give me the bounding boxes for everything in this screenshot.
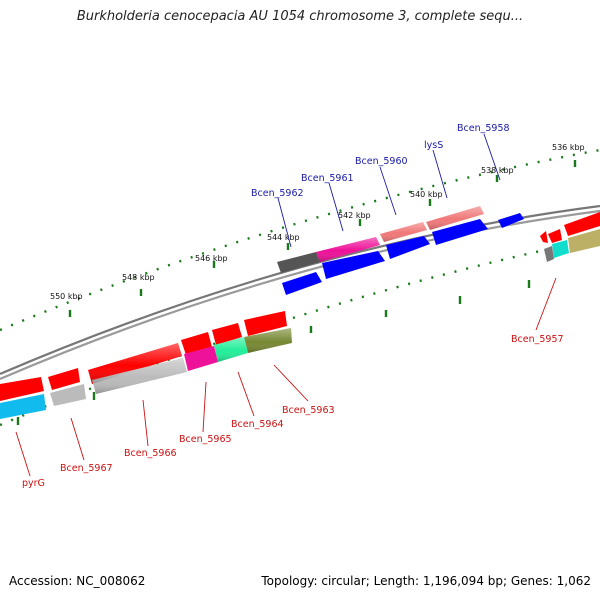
gene-shading [88, 206, 484, 394]
gene-arrow[interactable] [0, 394, 46, 419]
leader-line [142, 399, 149, 447]
gene-arrow[interactable] [212, 323, 242, 345]
gene-label[interactable]: Bcen_5957 [511, 334, 564, 345]
scale-label: 540 kbp [410, 190, 443, 199]
gene-label[interactable]: Bcen_5966 [124, 448, 177, 459]
top-gene-labels: Bcen_5958 lysS Bcen_5960 Bcen_5961 Bcen_… [251, 123, 510, 199]
scale-label: 536 kbp [552, 143, 585, 152]
gene-arrow[interactable] [548, 229, 562, 243]
gene-cluster-right [540, 212, 600, 262]
gene-label[interactable]: Bcen_5960 [355, 156, 408, 167]
gene-arrow[interactable] [498, 213, 524, 228]
genome-summary-text: Topology: circular; Length: 1,196,094 bp… [261, 574, 591, 588]
scale-label: 548 kbp [122, 273, 155, 282]
gene-label[interactable]: Bcen_5962 [251, 188, 304, 199]
bottom-leader-lines [15, 277, 557, 477]
leader-line [277, 197, 292, 248]
leader-line [379, 166, 397, 216]
bottom-gene-labels: Bcen_5957 Bcen_5963 Bcen_5964 Bcen_5965 … [22, 334, 564, 489]
backbone [0, 204, 600, 381]
gene-arrow[interactable] [568, 229, 600, 253]
leader-line [535, 277, 557, 331]
gene-label[interactable]: Bcen_5963 [282, 405, 335, 416]
gene-label[interactable]: pyrG [22, 478, 45, 489]
gene-arrow[interactable] [544, 246, 554, 262]
leader-line [202, 381, 207, 433]
gene-arrow[interactable] [282, 272, 322, 295]
gene-label[interactable]: Bcen_5967 [60, 463, 113, 474]
gene-arrow[interactable] [540, 231, 548, 243]
gene-label[interactable]: Bcen_5958 [457, 123, 510, 134]
scale-labels: 536 kbp 538 kbp 540 kbp 542 kbp 544 kbp … [50, 143, 585, 301]
gene-track-forward-outer [277, 206, 524, 273]
gene-arrow[interactable] [277, 252, 320, 273]
leader-line [328, 182, 344, 232]
gene-arrow[interactable] [386, 236, 430, 259]
leader-line [15, 431, 31, 477]
leader-line [483, 133, 501, 181]
scale-label: 550 kbp [50, 292, 83, 301]
gene-arrow[interactable] [244, 311, 287, 336]
scale-label: 542 kbp [338, 211, 371, 220]
gene-arrow[interactable] [50, 384, 86, 406]
gene-label[interactable]: Bcen_5964 [231, 419, 284, 430]
gene-arrow[interactable] [184, 346, 218, 371]
page-title: Burkholderia cenocepacia AU 1054 chromos… [76, 9, 524, 24]
scale-label: 538 kbp [481, 166, 514, 175]
gene-label[interactable]: lysS [424, 140, 443, 151]
leader-line [237, 371, 255, 417]
gene-arrow[interactable] [322, 251, 385, 279]
gene-arrow[interactable] [432, 219, 488, 245]
leader-line [70, 417, 85, 461]
gene-arrow[interactable] [564, 212, 600, 236]
gene-track-forward-inner [282, 219, 488, 295]
upper-scale-track [0, 148, 600, 332]
scale-label: 544 kbp [267, 233, 300, 242]
gene-arrow[interactable] [0, 377, 44, 401]
gene-label[interactable]: Bcen_5965 [179, 434, 232, 445]
leader-line [273, 364, 309, 402]
gene-arrow[interactable] [48, 368, 80, 390]
accession-text: Accession: NC_008062 [9, 574, 146, 588]
leader-line [432, 149, 448, 199]
gene-label[interactable]: Bcen_5961 [301, 173, 354, 184]
gene-arrow[interactable] [552, 240, 569, 258]
scale-label: 546 kbp [195, 254, 228, 263]
top-leader-lines [277, 133, 501, 248]
